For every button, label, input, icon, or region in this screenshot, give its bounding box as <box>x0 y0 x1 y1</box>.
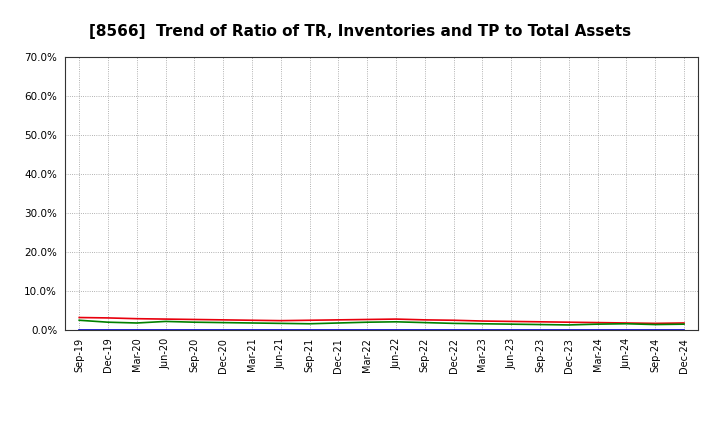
Inventories <box>420 327 429 333</box>
Inventories <box>190 327 199 333</box>
Trade Receivables <box>507 319 516 324</box>
Inventories <box>680 327 688 333</box>
Trade Receivables <box>478 319 487 324</box>
Trade Receivables <box>622 320 631 326</box>
Inventories <box>305 327 314 333</box>
Inventories <box>276 327 285 333</box>
Inventories <box>536 327 544 333</box>
Trade Payables <box>75 318 84 323</box>
Inventories <box>334 327 343 333</box>
Trade Payables <box>276 321 285 326</box>
Trade Payables <box>132 320 141 326</box>
Trade Receivables <box>593 320 602 325</box>
Trade Payables <box>449 321 458 326</box>
Inventories <box>478 327 487 333</box>
Inventories <box>564 327 573 333</box>
Trade Payables <box>190 319 199 325</box>
Trade Receivables <box>564 319 573 325</box>
Trade Payables <box>680 322 688 327</box>
Trade Payables <box>420 320 429 325</box>
Inventories <box>449 327 458 333</box>
Text: [8566]  Trend of Ratio of TR, Inventories and TP to Total Assets: [8566] Trend of Ratio of TR, Inventories… <box>89 24 631 39</box>
Trade Payables <box>593 322 602 327</box>
Trade Payables <box>507 322 516 327</box>
Trade Receivables <box>680 320 688 326</box>
Trade Receivables <box>334 317 343 323</box>
Inventories <box>132 327 141 333</box>
Inventories <box>104 327 112 333</box>
Trade Payables <box>564 322 573 327</box>
Inventories <box>651 327 660 333</box>
Trade Payables <box>161 319 170 324</box>
Trade Receivables <box>651 321 660 326</box>
Trade Receivables <box>219 317 228 323</box>
Trade Payables <box>363 319 372 325</box>
Trade Receivables <box>161 316 170 322</box>
Trade Payables <box>622 321 631 326</box>
Trade Receivables <box>363 317 372 322</box>
Inventories <box>75 327 84 333</box>
Trade Receivables <box>190 317 199 322</box>
Trade Receivables <box>132 316 141 321</box>
Trade Receivables <box>248 318 256 323</box>
Line: Trade Payables: Trade Payables <box>79 320 684 325</box>
Trade Payables <box>219 320 228 325</box>
Trade Receivables <box>449 318 458 323</box>
Trade Payables <box>392 319 400 324</box>
Trade Receivables <box>104 315 112 321</box>
Inventories <box>248 327 256 333</box>
Inventories <box>507 327 516 333</box>
Trade Receivables <box>420 317 429 323</box>
Inventories <box>219 327 228 333</box>
Trade Receivables <box>75 315 84 320</box>
Trade Payables <box>248 320 256 326</box>
Trade Receivables <box>536 319 544 324</box>
Line: Trade Receivables: Trade Receivables <box>79 318 684 323</box>
Trade Payables <box>536 322 544 327</box>
Trade Payables <box>305 321 314 326</box>
Inventories <box>363 327 372 333</box>
Trade Payables <box>104 319 112 325</box>
Trade Receivables <box>305 318 314 323</box>
Inventories <box>593 327 602 333</box>
Inventories <box>622 327 631 333</box>
Trade Payables <box>334 320 343 326</box>
Inventories <box>161 327 170 333</box>
Trade Payables <box>651 322 660 327</box>
Inventories <box>392 327 400 333</box>
Trade Payables <box>478 321 487 326</box>
Trade Receivables <box>276 318 285 323</box>
Trade Receivables <box>392 316 400 322</box>
